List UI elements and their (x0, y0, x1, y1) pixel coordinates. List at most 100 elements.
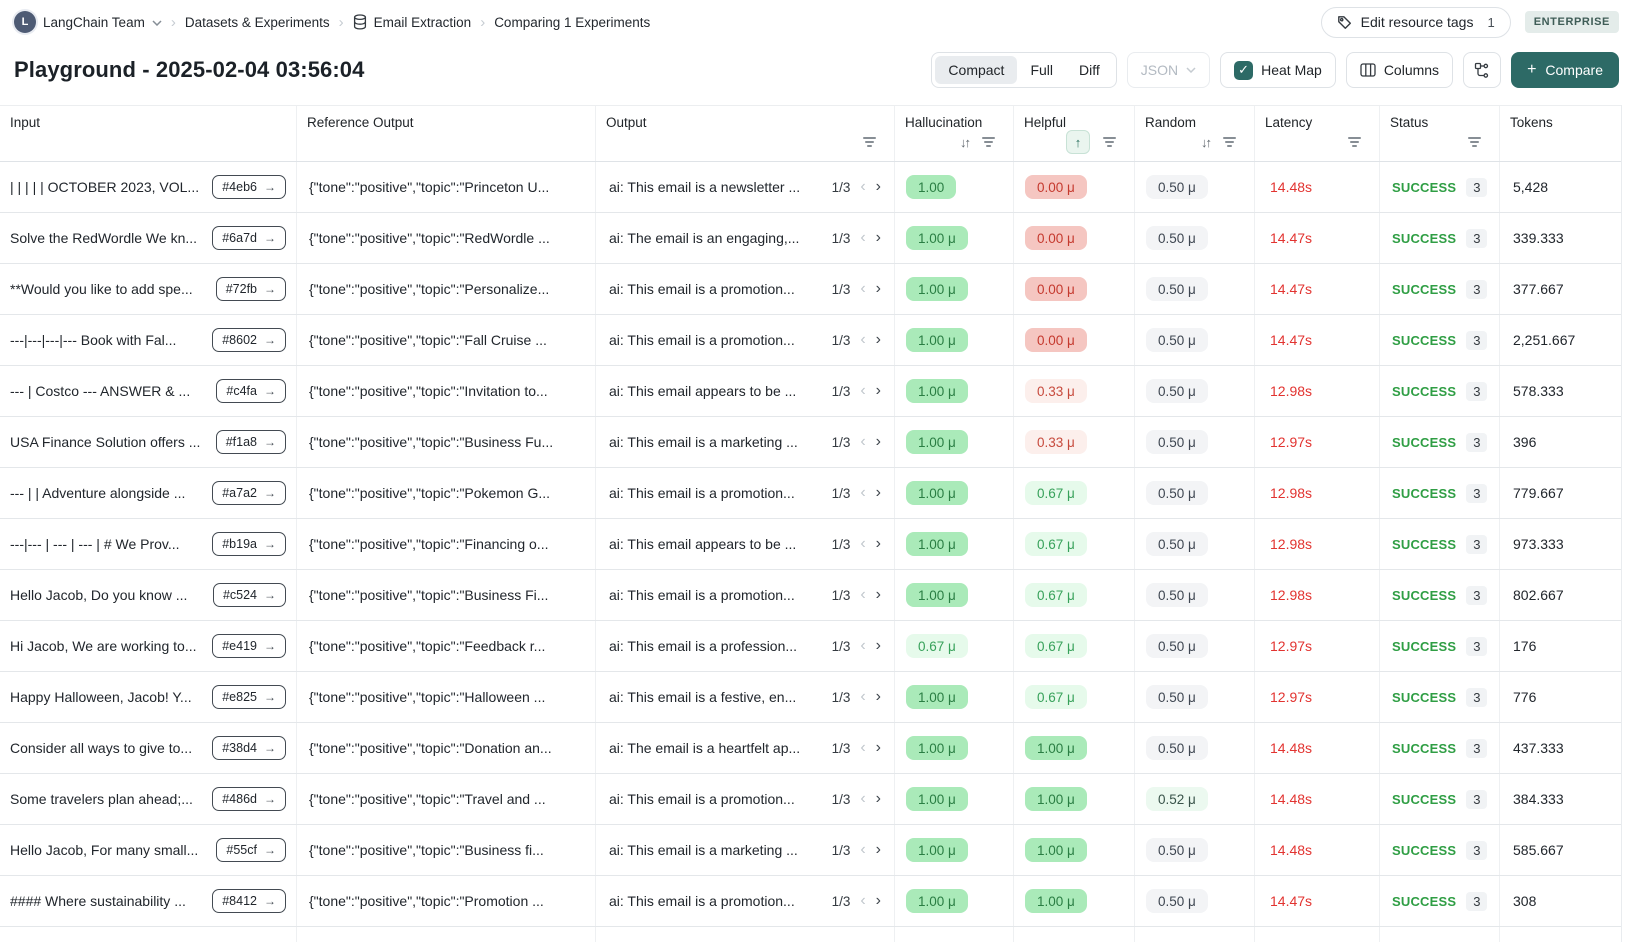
column-header-output[interactable]: Output (596, 106, 895, 161)
hallucination-score-pill[interactable]: 1.00 μ (906, 889, 968, 913)
reference-output-cell[interactable]: {"tone":"positive","topic":"Invitation t… (297, 366, 596, 416)
view-mode-compact-button[interactable]: Compact (935, 56, 1018, 84)
helpful-score-pill[interactable]: 0.00 μ (1025, 175, 1087, 199)
example-id-badge[interactable]: #6a7d → (212, 226, 286, 250)
helpful-score-pill[interactable]: 1.00 μ (1025, 838, 1087, 862)
input-cell[interactable]: Happy Halloween, Jacob! Y... #e825 → (0, 672, 297, 722)
output-cell[interactable]: ai: This email is a marketing ... 1/3 ‹ … (596, 825, 895, 875)
input-cell[interactable]: Hello Jacob, For many small... #55cf → (0, 825, 297, 875)
random-score-pill[interactable]: 0.50 μ (1146, 226, 1208, 250)
output-cell[interactable]: ai: This email is a promotion... 1/3 ‹ › (596, 315, 895, 365)
helpful-score-pill[interactable]: 0.33 μ (1025, 379, 1087, 403)
random-score-pill[interactable]: 0.50 μ (1146, 379, 1208, 403)
hallucination-score-pill[interactable]: 1.00 μ (906, 328, 968, 352)
output-cell[interactable]: ai: This email appears to be ... 1/3 ‹ › (596, 366, 895, 416)
column-header-tokens[interactable]: Tokens (1500, 106, 1621, 161)
output-cell[interactable]: ai: This email appears to be ... 1/3 ‹ › (596, 519, 895, 569)
reference-output-cell[interactable]: {"tone":"positive","topic":"Halloween ..… (297, 672, 596, 722)
reference-output-cell[interactable]: {"tone":"positive","topic":"Pokemon G... (297, 468, 596, 518)
input-cell[interactable]: Solve the RedWordle We kn... #6a7d → (0, 213, 297, 263)
next-run-chevron-icon[interactable]: › (875, 178, 881, 195)
prev-run-chevron-icon[interactable]: ‹ (860, 841, 866, 858)
random-score-pill[interactable]: 0.50 μ (1146, 481, 1208, 505)
output-cell[interactable]: ai: This email is a promotion... 1/3 ‹ › (596, 876, 895, 926)
random-score-pill[interactable]: 0.50 μ (1146, 532, 1208, 556)
hallucination-score-pill[interactable]: 1.00 μ (906, 838, 968, 862)
breadcrumb-comparing[interactable]: Comparing 1 Experiments (494, 15, 650, 30)
helpful-score-pill[interactable]: 0.00 μ (1025, 226, 1087, 250)
hallucination-score-pill[interactable]: 1.00 (906, 175, 957, 199)
input-cell[interactable]: #### Where sustainability ... #8412 → (0, 876, 297, 926)
reference-output-cell[interactable]: {"tone":"positive","topic":"Business Fi.… (297, 570, 596, 620)
random-score-pill[interactable]: 0.50 μ (1146, 430, 1208, 454)
next-run-chevron-icon[interactable]: › (875, 586, 881, 603)
next-run-chevron-icon[interactable]: › (875, 739, 881, 756)
helpful-score-pill[interactable]: 0.67 μ (1025, 634, 1087, 658)
random-score-pill[interactable]: 0.50 μ (1146, 175, 1208, 199)
random-score-pill[interactable]: 0.50 μ (1146, 328, 1208, 352)
sort-icon[interactable]: ↓↑ (960, 134, 971, 150)
prev-run-chevron-icon[interactable]: ‹ (860, 433, 866, 450)
hallucination-score-pill[interactable]: 1.00 μ (906, 379, 968, 403)
input-cell[interactable]: Hello Jacob, Do you know ... #c524 → (0, 570, 297, 620)
output-cell[interactable]: ai: The email is an engaging,... 1/3 ‹ › (596, 213, 895, 263)
prev-run-chevron-icon[interactable]: ‹ (860, 688, 866, 705)
example-id-badge[interactable]: #55cf → (216, 838, 286, 862)
helpful-score-pill[interactable]: 0.67 μ (1025, 481, 1087, 505)
prev-run-chevron-icon[interactable]: ‹ (860, 229, 866, 246)
example-id-badge[interactable]: #c4fa → (216, 379, 286, 403)
output-cell[interactable]: ai: This email is a promotion... 1/3 ‹ › (596, 774, 895, 824)
example-id-badge[interactable]: #38d4 → (212, 736, 286, 760)
example-id-badge[interactable]: #4eb6 → (212, 175, 286, 199)
prev-run-chevron-icon[interactable]: ‹ (860, 739, 866, 756)
output-cell[interactable]: ai: This email is a profession... 1/3 ‹ … (596, 621, 895, 671)
reference-output-cell[interactable]: {"tone":"positive","topic":"Fall Cruise … (297, 315, 596, 365)
example-id-badge[interactable]: #486d → (212, 787, 286, 811)
input-cell[interactable]: | | | | | OCTOBER 2023, VOL... #4eb6 → (0, 162, 297, 212)
example-id-badge[interactable]: #b19a → (212, 532, 286, 556)
run-tree-view-button[interactable] (1463, 52, 1502, 88)
input-cell[interactable]: --- | | Adventure alongside ... #a7a2 → (0, 468, 297, 518)
example-id-badge[interactable]: #72fb → (215, 277, 286, 301)
columns-button[interactable]: Columns (1345, 52, 1454, 88)
random-score-pill[interactable]: 0.50 μ (1146, 634, 1208, 658)
input-cell[interactable]: --- | Costco --- ANSWER & ... #c4fa → (0, 366, 297, 416)
reference-output-cell[interactable]: {"tone":"positive","topic":"RedWordle ..… (297, 213, 596, 263)
next-run-chevron-icon[interactable]: › (875, 433, 881, 450)
random-score-pill[interactable]: 0.50 μ (1146, 583, 1208, 607)
random-score-pill[interactable]: 0.50 μ (1146, 736, 1208, 760)
helpful-score-pill[interactable]: 0.00 μ (1025, 277, 1087, 301)
helpful-score-pill[interactable]: 0.00 μ (1025, 328, 1087, 352)
hallucination-score-pill[interactable]: 1.00 μ (906, 532, 968, 556)
next-run-chevron-icon[interactable]: › (875, 331, 881, 348)
breadcrumb-team[interactable]: L LangChain Team (14, 11, 162, 33)
helpful-score-pill[interactable]: 1.00 μ (1025, 889, 1087, 913)
prev-run-chevron-icon[interactable]: ‹ (860, 586, 866, 603)
prev-run-chevron-icon[interactable]: ‹ (860, 382, 866, 399)
heat-map-toggle[interactable]: ✓ Heat Map (1220, 52, 1336, 88)
breadcrumb-datasets[interactable]: Datasets & Experiments (185, 15, 330, 30)
input-cell[interactable]: Hi Jacob, We are working to... #e419 → (0, 621, 297, 671)
column-header-status[interactable]: Status (1380, 106, 1500, 161)
filter-icon[interactable] (1101, 133, 1118, 151)
random-score-pill[interactable]: 0.50 μ (1146, 838, 1208, 862)
hallucination-score-pill[interactable]: 1.00 μ (906, 736, 968, 760)
input-cell[interactable]: ---|--- | --- | --- | # We Prov... #b19a… (0, 519, 297, 569)
output-cell[interactable]: ai: This email is a festive, en... 1/3 ‹… (596, 672, 895, 722)
view-mode-full-button[interactable]: Full (1017, 56, 1066, 84)
hallucination-score-pill[interactable]: 1.00 μ (906, 583, 968, 607)
helpful-score-pill[interactable]: 1.00 μ (1025, 787, 1087, 811)
filter-icon[interactable] (1466, 133, 1483, 151)
prev-run-chevron-icon[interactable]: ‹ (860, 790, 866, 807)
column-header-input[interactable]: Input (0, 106, 297, 161)
reference-output-cell[interactable]: {"tone":"positive","topic":"Feedback r..… (297, 621, 596, 671)
prev-run-chevron-icon[interactable]: ‹ (860, 535, 866, 552)
json-dropdown[interactable]: JSON (1126, 52, 1211, 88)
hallucination-score-pill[interactable]: 1.00 μ (906, 226, 968, 250)
compare-button[interactable]: + Compare (1511, 52, 1619, 88)
column-header-hallucination[interactable]: Hallucination ↓↑ (895, 106, 1014, 161)
input-cell[interactable]: USA Finance Solution offers ... #f1a8 → (0, 417, 297, 467)
filter-icon[interactable] (861, 133, 878, 151)
helpful-score-pill[interactable]: 1.00 μ (1025, 736, 1087, 760)
reference-output-cell[interactable]: {"tone":"positive","topic":"Travel and .… (297, 774, 596, 824)
